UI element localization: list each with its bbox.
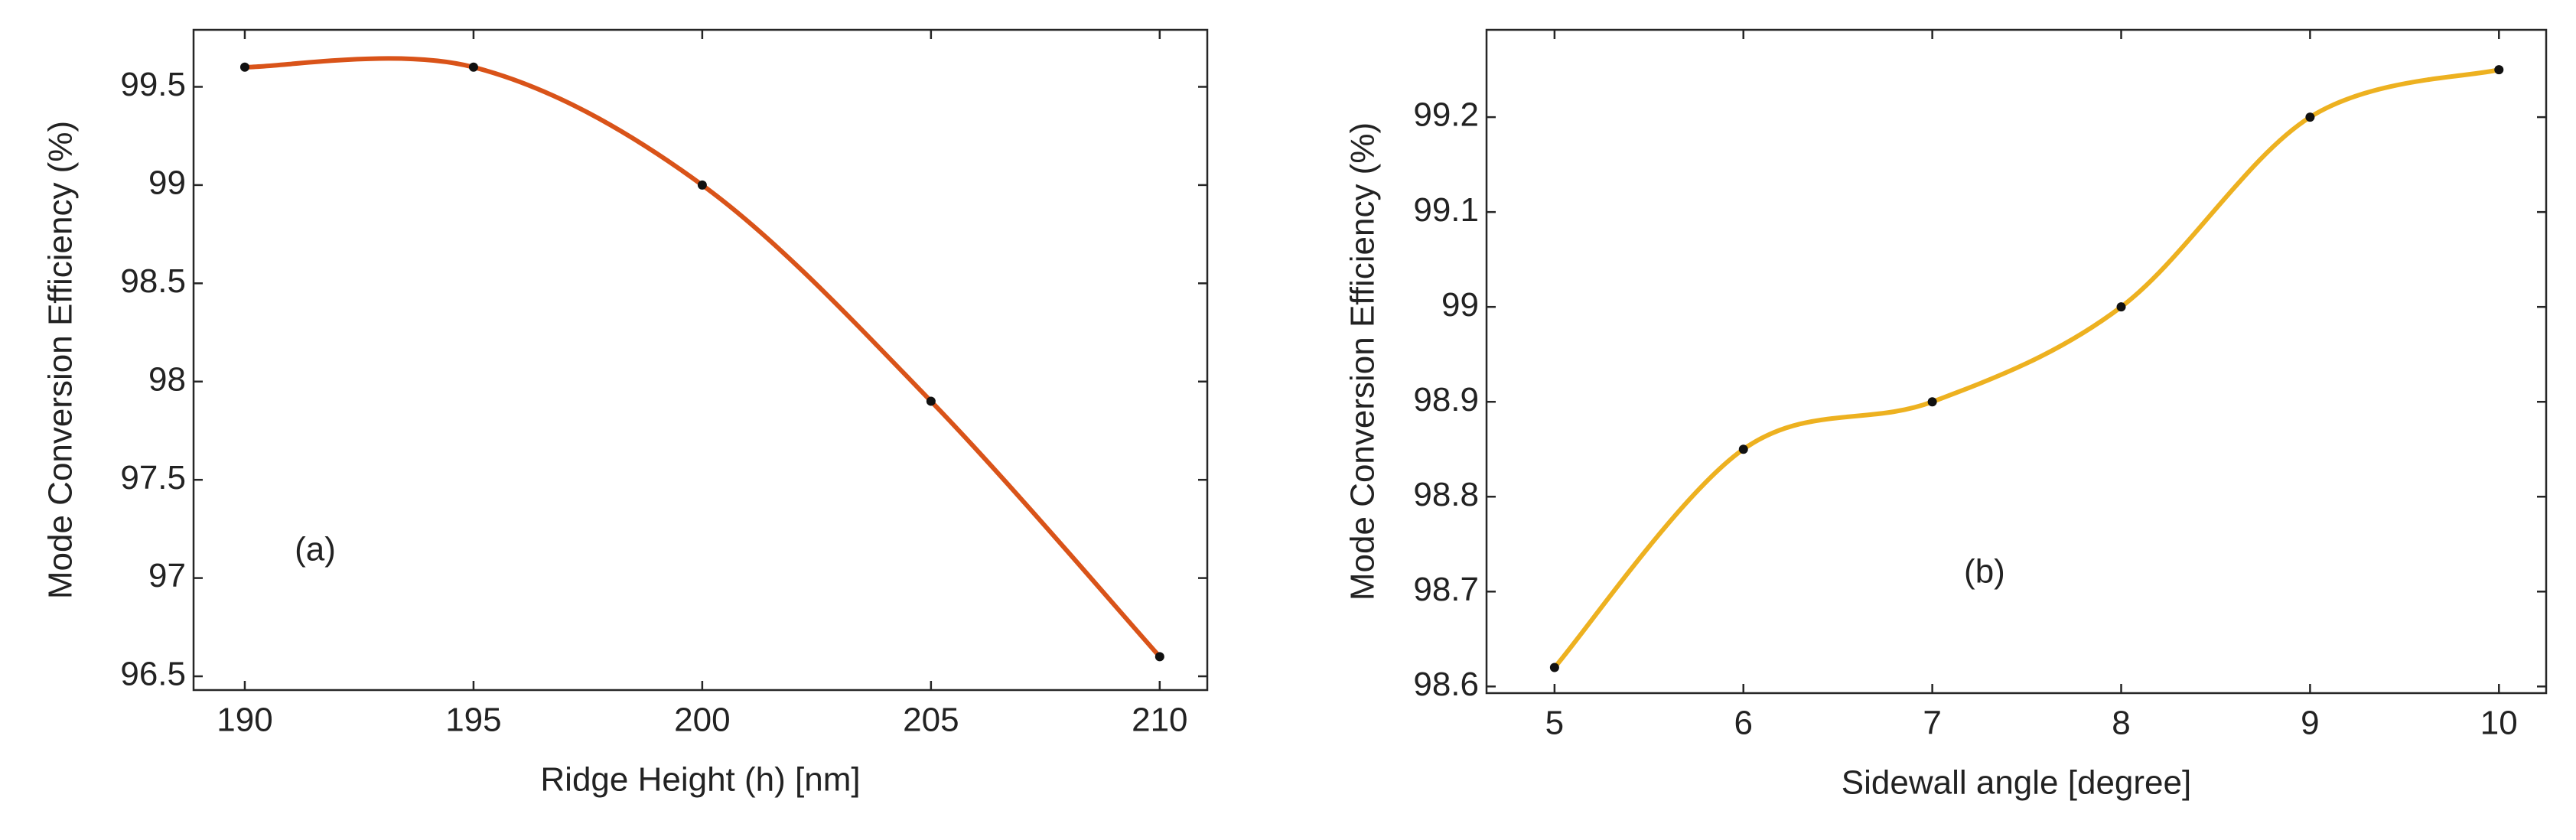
y-tick-label: 97.5	[120, 459, 186, 497]
y-tick-label: 99.1	[1413, 191, 1479, 229]
x-tick-label: 190	[217, 702, 272, 739]
axes-box	[1485, 28, 2548, 695]
y-tick-label: 98.6	[1413, 666, 1479, 703]
data-point	[468, 62, 478, 72]
y-tick-label: 99	[1441, 286, 1479, 324]
data-point	[926, 396, 936, 406]
y-tick-label: 99.5	[120, 66, 186, 103]
plot-area	[1549, 65, 2504, 672]
axes-box	[192, 28, 1209, 692]
x-tick-label: 200	[674, 702, 730, 739]
x-axis-label: Sidewall angle [degree]	[1842, 764, 2191, 802]
y-axis-label: Mode Conversion Efficiency (%)	[1344, 122, 1382, 601]
data-point	[239, 62, 249, 72]
x-tick-label: 5	[1545, 705, 1564, 742]
data-point	[2116, 302, 2126, 312]
y-tick-label: 99.2	[1413, 96, 1479, 134]
x-tick-label: 205	[903, 702, 959, 739]
x-tick-label: 7	[1923, 705, 1941, 742]
data-point	[1154, 652, 1164, 662]
y-axis-label: Mode Conversion Efficiency (%)	[42, 121, 80, 599]
x-tick-label: 8	[2112, 705, 2130, 742]
series-line	[244, 56, 1162, 659]
annotation: (b)	[1964, 553, 2005, 591]
x-tick-label: 10	[2480, 705, 2518, 742]
y-tick-label: 98.9	[1413, 381, 1479, 418]
plot-area	[239, 56, 1164, 662]
y-tick-label: 97	[148, 557, 186, 594]
data-point	[1549, 663, 1559, 672]
y-tick-label: 96.5	[120, 656, 186, 693]
annotation: (a)	[295, 530, 336, 568]
data-point	[2305, 112, 2315, 122]
y-tick-label: 98.8	[1413, 476, 1479, 513]
x-tick-label: 9	[2301, 705, 2319, 742]
series-line	[1552, 67, 2500, 669]
data-point	[1738, 444, 1748, 454]
y-tick-label: 98.7	[1413, 571, 1479, 608]
data-point	[1927, 397, 1937, 407]
data-point	[2494, 65, 2504, 75]
y-tick-label: 98.5	[120, 262, 186, 300]
x-tick-label: 6	[1734, 705, 1753, 742]
y-tick-label: 99	[148, 164, 186, 202]
y-tick-label: 98	[148, 360, 186, 398]
data-point	[697, 180, 707, 190]
x-tick-label: 195	[445, 702, 501, 739]
x-tick-label: 210	[1132, 702, 1187, 739]
x-axis-label: Ridge Height (h) [nm]	[540, 761, 860, 799]
